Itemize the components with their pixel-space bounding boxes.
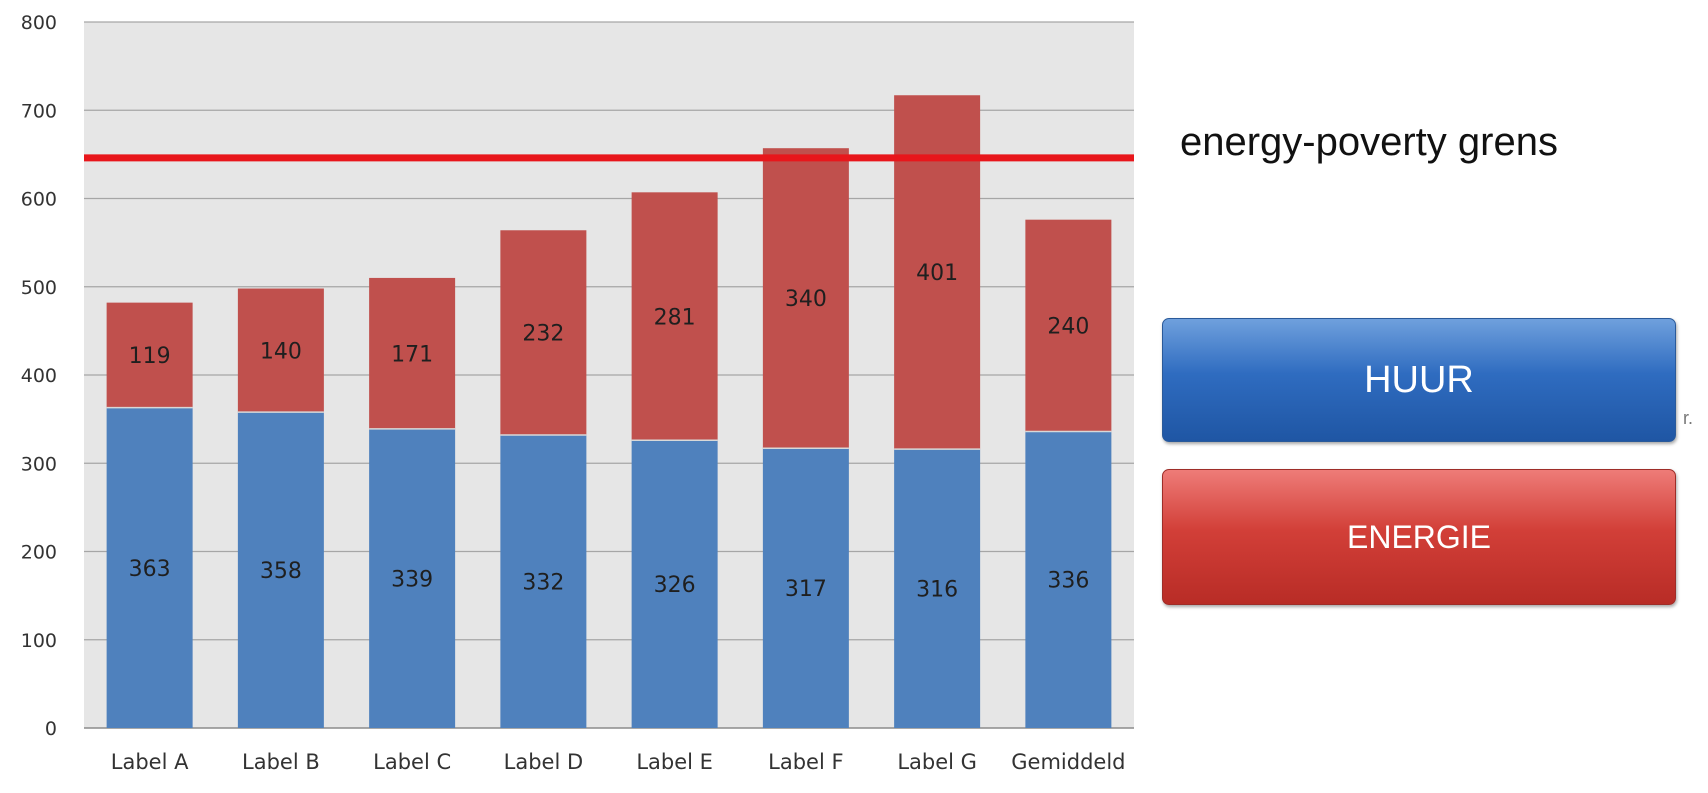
data-label-energie: 401 [916, 261, 958, 286]
data-label-huur: 339 [391, 567, 433, 592]
data-label-huur: 336 [1047, 569, 1089, 594]
data-label-energie: 240 [1047, 315, 1089, 340]
bar-energie [369, 277, 456, 429]
bars [106, 95, 1112, 728]
data-label-huur: 326 [654, 573, 696, 598]
legend-huur: HUUR [1162, 318, 1676, 442]
y-tick-label: 500 [21, 277, 57, 299]
y-tick-label: 700 [21, 100, 57, 122]
x-tick-label: Label C [373, 750, 451, 774]
data-label-energie: 140 [260, 339, 302, 364]
x-tick-label: Label E [636, 750, 713, 774]
x-tick-label: Label B [242, 750, 320, 774]
bar-huur [369, 428, 456, 728]
bar-energie [894, 95, 981, 450]
bar-energie [631, 192, 718, 441]
bar-huur [762, 448, 849, 728]
bar-huur [237, 412, 324, 728]
bar-huur [631, 440, 718, 728]
x-axis-ticks: Label A Label B Label C Label D Label E Label… [111, 750, 1126, 774]
data-label-energie: 171 [391, 342, 433, 367]
data-label-huur: 363 [129, 557, 171, 582]
bar-energie [106, 302, 193, 408]
bar-huur [500, 435, 587, 728]
bar-huur [106, 407, 193, 728]
data-label-huur: 317 [785, 577, 827, 602]
data-label-energie: 232 [522, 322, 564, 347]
y-tick-label: 100 [21, 630, 57, 652]
data-label-huur: 316 [916, 578, 958, 603]
y-tick-label: 400 [21, 365, 57, 387]
data-label-energie: 119 [129, 344, 171, 369]
data-label-huur: 332 [522, 571, 564, 596]
data-label-huur: 358 [260, 559, 302, 584]
x-tick-label: Label A [111, 750, 189, 774]
y-tick-label: 800 [21, 12, 57, 34]
bar-energie [1025, 219, 1112, 432]
y-axis-ticks: 0 100 200 300 400 500 600 700 800 [21, 12, 57, 740]
bar-energie [500, 230, 587, 436]
data-labels: 363 119 358 140 339 171 332 232 326 281 317 340 316 4… [129, 261, 1090, 602]
y-tick-label: 0 [45, 718, 57, 740]
y-tick-label: 600 [21, 189, 57, 211]
y-tick-label: 300 [21, 453, 57, 475]
x-tick-label: Gemiddeld [1011, 750, 1125, 774]
y-tick-label: 200 [21, 542, 57, 564]
legend-energie: ENERGIE [1162, 469, 1676, 605]
data-label-energie: 281 [654, 305, 696, 330]
x-tick-label: Label F [768, 750, 843, 774]
data-label-energie: 340 [785, 287, 827, 312]
x-tick-label: Label G [897, 750, 977, 774]
stray-text: r. [1683, 408, 1694, 428]
x-tick-label: Label D [504, 750, 584, 774]
bar-energie [762, 148, 849, 449]
bar-energie [237, 288, 324, 413]
bar-huur [894, 449, 981, 728]
threshold-label: energy-poverty grens [1180, 120, 1558, 164]
bar-huur [1025, 431, 1112, 728]
